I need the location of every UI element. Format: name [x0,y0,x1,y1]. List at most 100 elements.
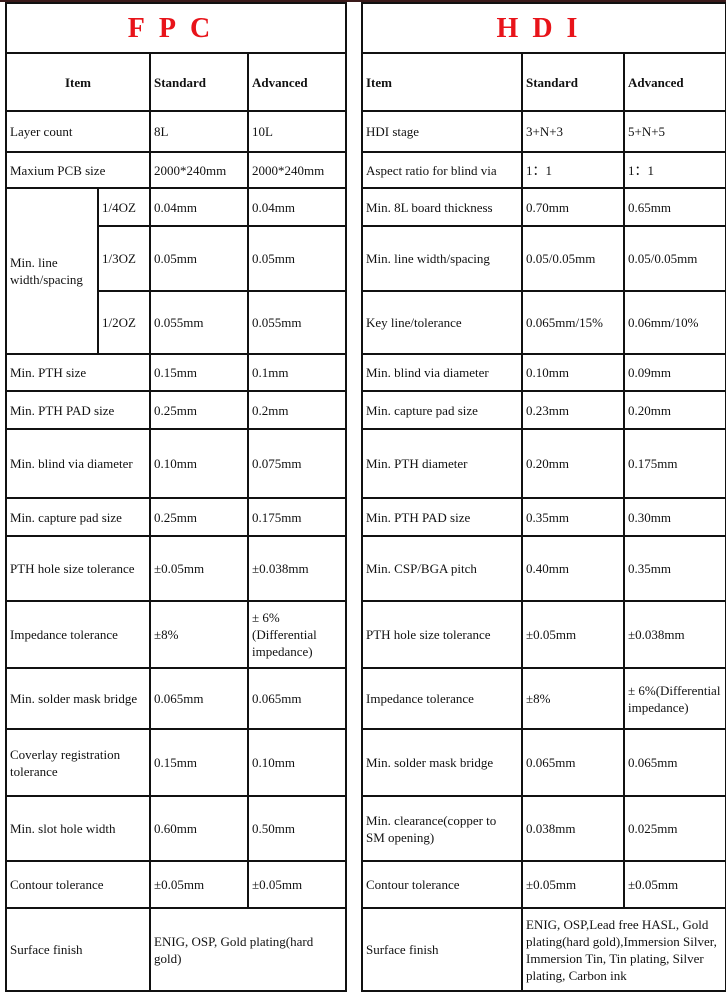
row-advanced: 0.35mm [622,535,726,602]
row-standard: 1：1 [521,151,625,189]
row-item: Min. capture pad size [5,497,151,537]
table-row: Min. PTH size 0.15mm 0.1mm [5,353,347,392]
row-standard: ±0.05mm [149,535,249,602]
row-standard: 0.40mm [521,535,625,602]
row-advanced: 0.10mm [247,728,347,797]
row-standard: 0.055mm [149,290,249,355]
row-standard: 0.065mm [521,728,625,797]
row-standard: 0.25mm [149,497,249,537]
row-standard: 0.60mm [149,795,249,862]
row-advanced: ±0.05mm [247,860,347,909]
table-row: 1/2OZ 0.055mm 0.055mm [6,290,347,355]
table-row: Maxium PCB size 2000*240mm 2000*240mm [5,151,347,189]
table-row: Min. line width/spacing 1/4OZ 0.04mm 0.04mm [5,187,347,355]
table-row: Min. solder mask bridge 0.065mm 0.065mm [361,728,726,797]
column-header-advanced: Advanced [247,52,347,112]
hdi-spec-table: HDI Item Standard Advanced HDI stage 3+N+3 5+N… [360,2,726,992]
row-item: Min. solder mask bridge [361,728,523,797]
table-title: HDI [360,2,726,54]
row-advanced: ± 6%(Differential impedance) [622,667,726,730]
table-row: Min. slot hole width 0.60mm 0.50mm [5,795,347,862]
row-item: Min. 8L board thickness [361,187,523,227]
row-advanced: 0.05/0.05mm [622,225,726,292]
table-row: Min. 8L board thickness 0.70mm 0.65mm [361,187,726,227]
table-title: FPC [5,2,347,54]
table-row: HDI stage 3+N+3 5+N+5 [361,110,726,153]
row-standard: 0.05/0.05mm [521,225,625,292]
row-advanced: 0.065mm [247,667,347,730]
row-item: Min. capture pad size [361,390,523,430]
table-row: Impedance tolerance ±8% ± 6%(Differential … [361,667,726,730]
row-advanced: 0.065mm [622,728,726,797]
row-standard: 0.10mm [149,428,249,499]
row-item: Min. line width/spacing [5,187,99,355]
row-standard: 0.15mm [149,353,249,392]
row-item: Min. PTH diameter [361,428,523,499]
table-row: PTH hole size tolerance ±0.05mm ±0.038mm [361,600,726,669]
row-item: Layer count [5,110,151,153]
row-item: Min. PTH PAD size [361,497,523,537]
row-advanced: 1：1 [622,151,726,189]
row-item: Min. solder mask bridge [5,667,151,730]
title-row: FPC [5,2,347,54]
row-standard: 0.065mm [149,667,249,730]
row-advanced: 10L [247,110,347,153]
row-standard: ±8% [521,667,625,730]
table-row: Min. capture pad size 0.25mm 0.175mm [5,497,347,537]
table-row: Min. CSP/BGA pitch 0.40mm 0.35mm [361,535,726,602]
row-item: Contour tolerance [361,860,523,909]
row-standard: 8L [149,110,249,153]
row-advanced: ± 6%(Differential impedance) [247,600,347,669]
row-item: Min. PTH PAD size [5,390,151,430]
row-standard: ±0.05mm [521,860,625,909]
row-item: Aspect ratio for blind via [361,151,523,189]
row-advanced: 0.05mm [247,225,347,292]
row-advanced: 0.055mm [247,290,347,355]
table-row: Layer count 8L 10L [5,110,347,153]
table-row: Contour tolerance ±0.05mm ±0.05mm [361,860,726,909]
row-standard: 0.05mm [149,225,249,292]
row-advanced: ±0.038mm [247,535,347,602]
row-item: Min. blind via diameter [361,353,523,392]
row-item: Maxium PCB size [5,151,151,189]
row-value: ENIG, OSP, Gold plating(hard gold) [149,907,347,992]
table-row: Min. PTH PAD size 0.35mm 0.30mm [361,497,726,537]
row-advanced: 5+N+5 [622,110,726,153]
row-advanced: 0.06mm/10% [622,290,726,355]
row-sub-item: 1/2OZ [97,290,151,355]
table-row: Min. clearance(copper to SM opening) 0.03… [361,795,726,862]
row-item: Min. line width/spacing [361,225,523,292]
column-header-item: Item [361,52,523,112]
table-row: Min. blind via diameter 0.10mm 0.09mm [361,353,726,392]
row-advanced: 0.30mm [622,497,726,537]
row-standard: 0.23mm [521,390,625,430]
row-advanced: ±0.038mm [622,600,726,669]
table-row: Contour tolerance ±0.05mm ±0.05mm [5,860,347,909]
row-standard: 0.065mm/15% [521,290,625,355]
title-row: HDI [360,2,726,54]
row-standard: 2000*240mm [149,151,249,189]
row-advanced: 0.2mm [247,390,347,430]
table-row: Min. solder mask bridge 0.065mm 0.065mm [5,667,347,730]
column-header-advanced: Advanced [622,52,726,112]
row-sub-item: 1/3OZ [97,225,151,292]
row-standard: 3+N+3 [521,110,625,153]
row-item: Impedance tolerance [5,600,151,669]
table-row: Surface finish ENIG, OSP, Gold plating(ha… [5,907,347,992]
row-item: PTH hole size tolerance [361,600,523,669]
row-item: PTH hole size tolerance [5,535,151,602]
column-header-item: Item [5,52,151,112]
table-row: Impedance tolerance ±8% ± 6%(Differential … [5,600,347,669]
column-header-standard: Standard [521,52,625,112]
table-row: Min. PTH PAD size 0.25mm 0.2mm [5,390,347,430]
row-item: Surface finish [5,907,151,992]
row-advanced: 2000*240mm [247,151,347,189]
row-standard: 0.04mm [149,187,249,227]
row-standard: 0.25mm [149,390,249,430]
row-advanced: 0.50mm [247,795,347,862]
row-advanced: 0.175mm [247,497,347,537]
row-item: HDI stage [361,110,523,153]
row-advanced: 0.075mm [247,428,347,499]
table-row: Coverlay registration tolerance 0.15mm 0.1… [5,728,347,797]
row-advanced: 0.175mm [622,428,726,499]
